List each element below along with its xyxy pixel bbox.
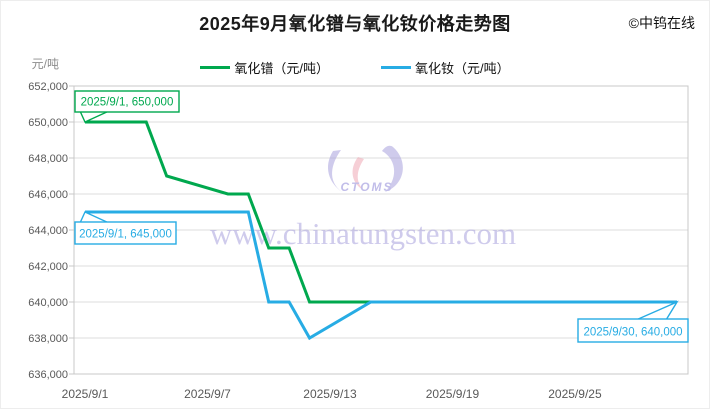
watermark-logo-pink-flame: [352, 157, 365, 191]
copyright-label: ©中钨在线: [628, 15, 695, 31]
annotation-box: [74, 221, 177, 245]
svg-text:636,000: 636,000: [28, 369, 68, 381]
svg-text:638,000: 638,000: [28, 333, 68, 345]
legend-line-swatch-blue: [381, 66, 411, 69]
plot-border: [73, 85, 689, 375]
watermark-site-text: www.chinatungsten.com: [210, 216, 516, 251]
annotation-text: 2025/9/1, 650,000: [81, 97, 174, 109]
annotation-text: 2025/9/30, 640,000: [583, 327, 682, 339]
svg-text:646,000: 646,000: [28, 189, 68, 201]
svg-text:650,000: 650,000: [28, 117, 68, 129]
annotation-tail: [635, 300, 679, 321]
svg-text:652,000: 652,000: [28, 81, 68, 93]
legend-item-praseodymium-oxide: 氧化镨（元/吨）: [200, 58, 329, 77]
annotation-box: [577, 318, 689, 343]
annotation-text: 2025/9/1, 645,000: [79, 229, 172, 241]
annotation-callout-0: 2025/9/1, 650,000: [74, 90, 180, 123]
chart-title: 2025年9月氧化镨与氧化钕价格走势图: [199, 14, 511, 34]
svg-text:2025/9/7: 2025/9/7: [184, 387, 231, 401]
legend-item-neodymium-oxide: 氧化钕（元/吨）: [381, 58, 510, 77]
svg-text:640,000: 640,000: [28, 297, 68, 309]
series-line-1: [85, 210, 677, 341]
svg-text:642,000: 642,000: [28, 261, 68, 273]
annotation-callout-2: 2025/9/30, 640,000: [577, 300, 689, 343]
y-axis-labels: 636,000 638,000 640,000 642,000 644,000 646,0…: [28, 81, 68, 381]
series-line-0: [85, 120, 677, 304]
watermark-logo-text: CTOMS: [340, 180, 393, 194]
legend-line-swatch-green: [200, 66, 231, 69]
y-axis-unit: 元/吨: [32, 57, 59, 71]
svg-text:2025/9/13: 2025/9/13: [303, 387, 357, 401]
svg-text:648,000: 648,000: [28, 153, 68, 165]
watermark: CTOMS www.chinatungsten.com: [210, 145, 516, 251]
legend: 氧化镨（元/吨） 氧化钕（元/吨）: [1, 58, 709, 77]
watermark-logo-right-flame: [382, 145, 403, 192]
legend-label-praseodymium: 氧化镨（元/吨）: [234, 61, 329, 76]
legend-label-neodymium: 氧化钕（元/吨）: [415, 61, 510, 76]
annotation-callout-1: 2025/9/1, 645,000: [74, 211, 177, 245]
x-axis-labels: 2025/9/1 2025/9/7 2025/9/13 2025/9/19 2025/9…: [62, 387, 602, 401]
annotation-box: [74, 90, 180, 113]
watermark-logo-left-flame: [327, 150, 342, 192]
svg-text:2025/9/19: 2025/9/19: [426, 387, 480, 401]
svg-text:2025/9/1: 2025/9/1: [62, 387, 109, 401]
svg-text:644,000: 644,000: [28, 225, 68, 237]
svg-text:2025/9/25: 2025/9/25: [548, 387, 602, 401]
